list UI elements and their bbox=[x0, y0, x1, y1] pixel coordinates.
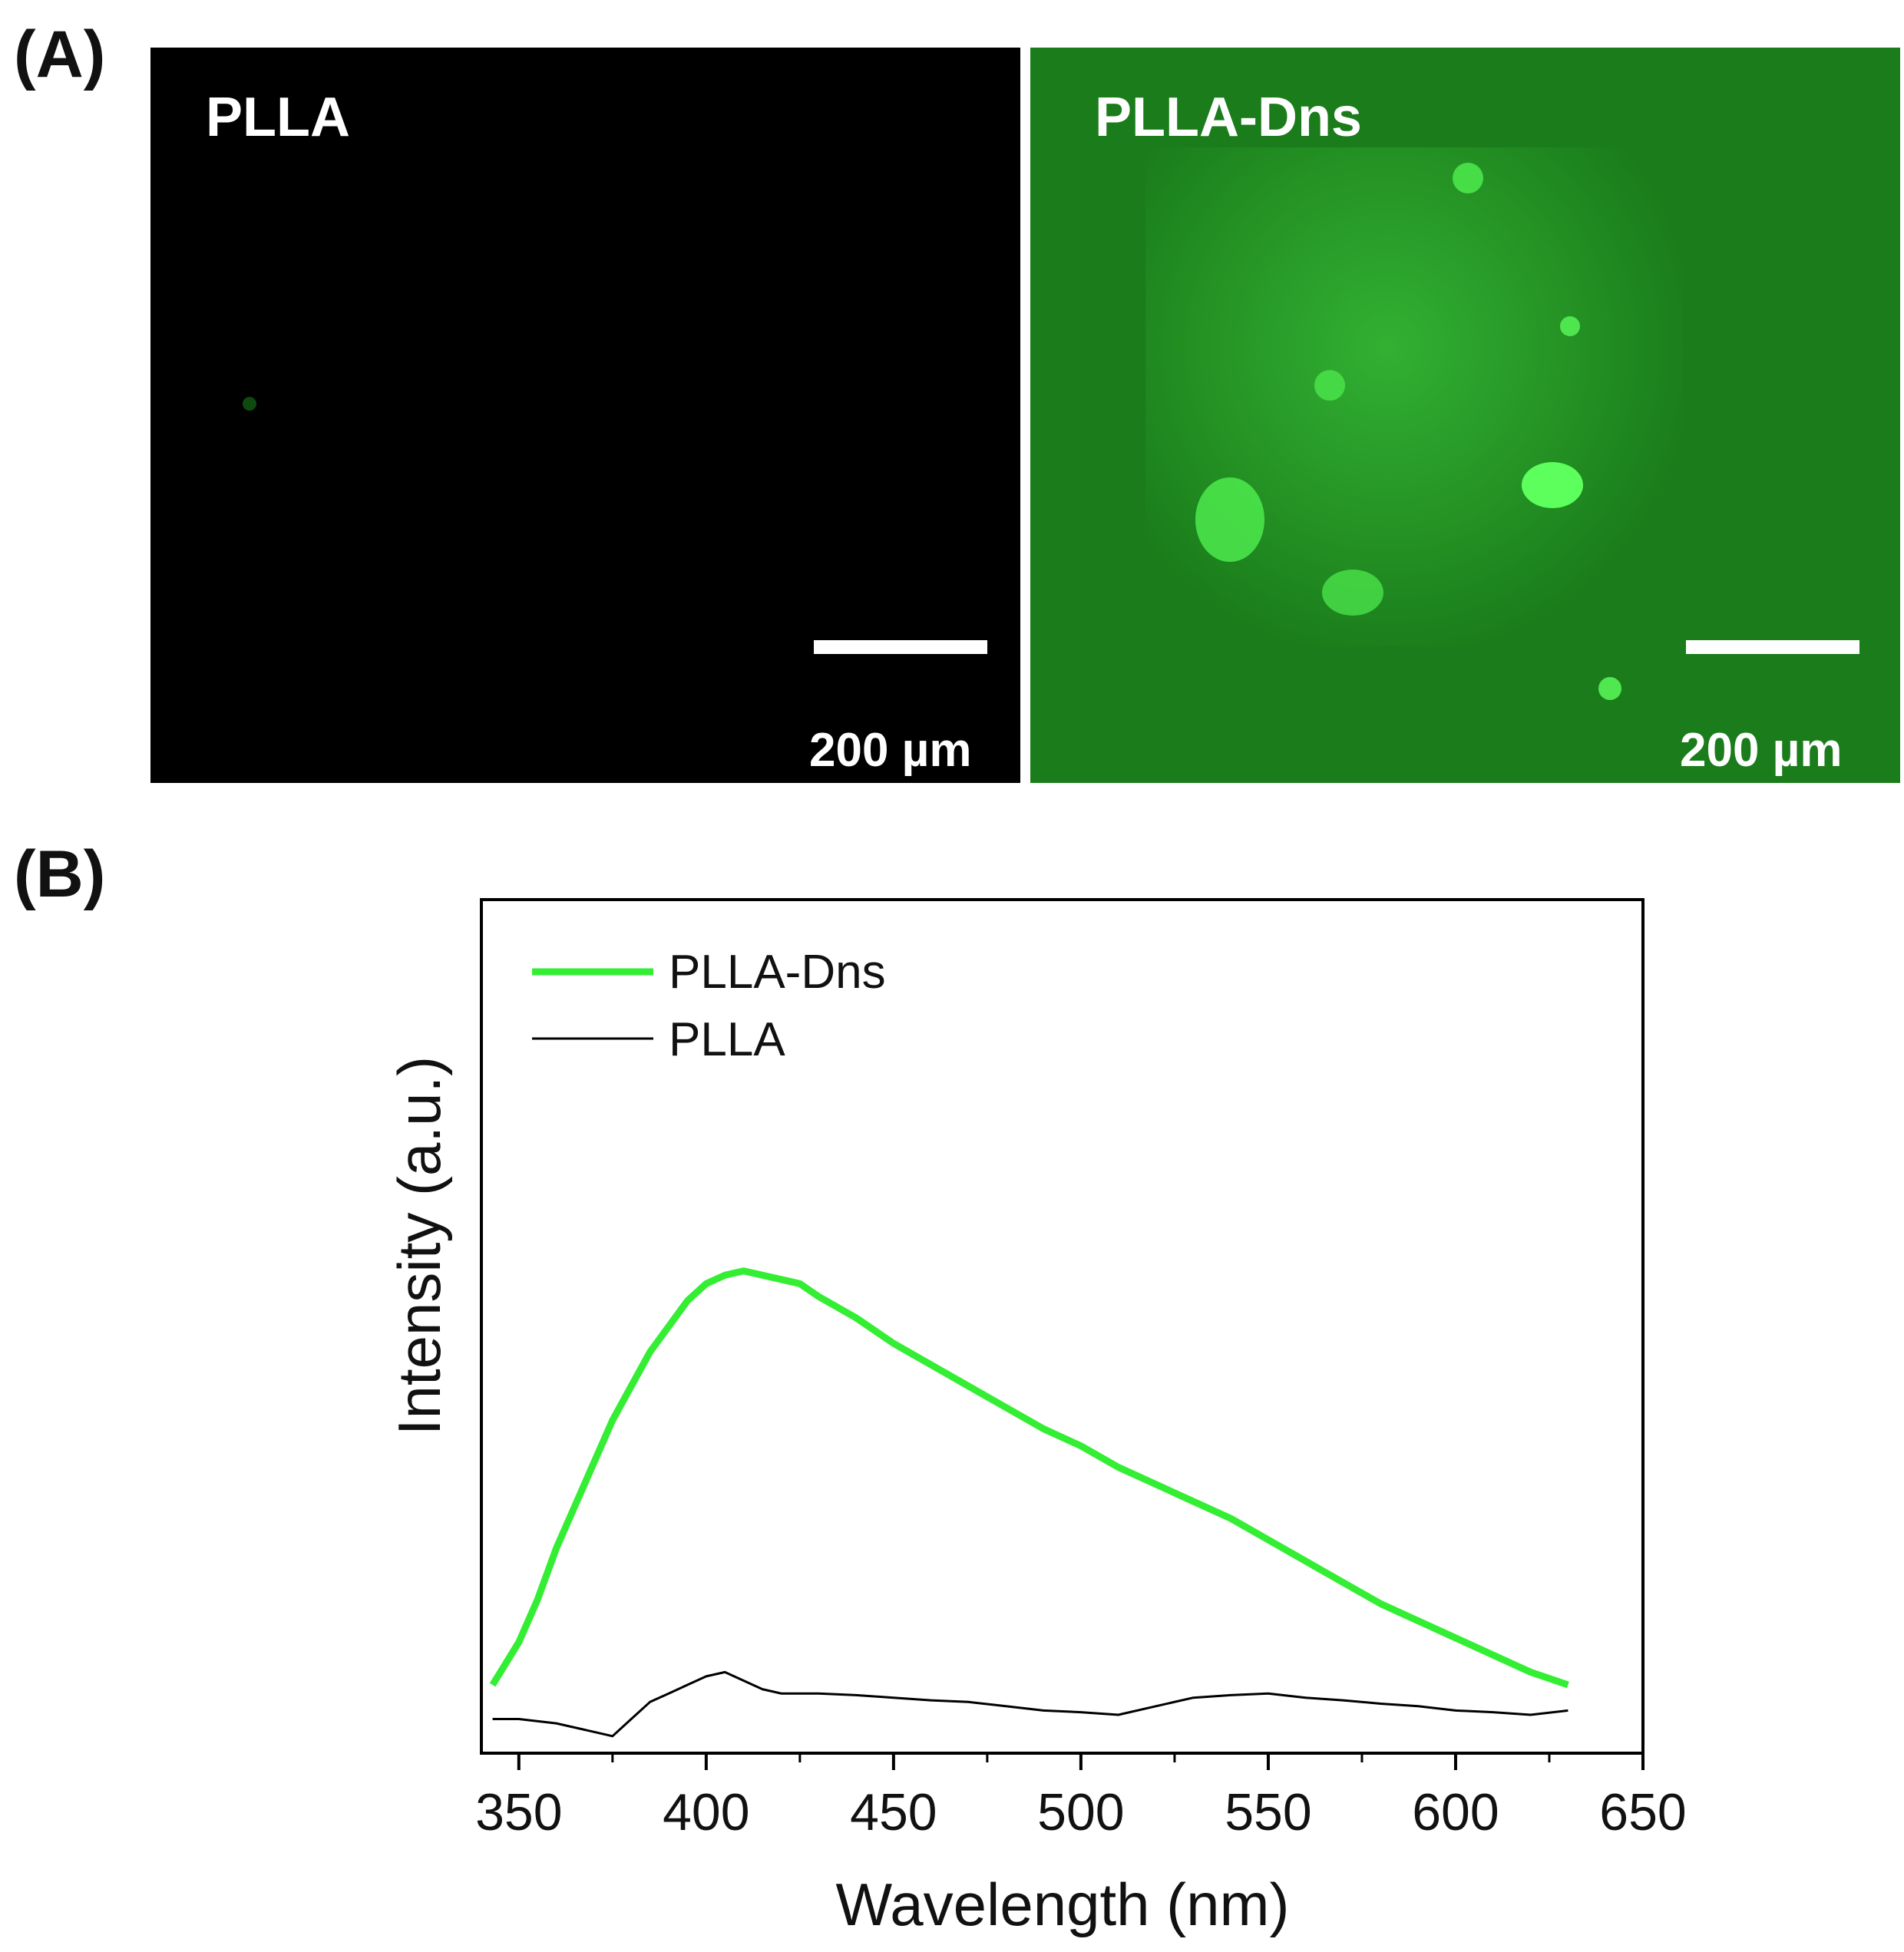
micrograph-label-plla-dns: PLLA-Dns bbox=[1095, 87, 1362, 148]
bright-spot bbox=[1598, 677, 1621, 700]
x-tick-label: 350 bbox=[475, 1783, 562, 1841]
legend-label-plla: PLLA bbox=[669, 1013, 785, 1066]
scale-bar bbox=[814, 640, 987, 654]
x-axis-ticks: 350 400 450 500 550 600 650 bbox=[475, 1753, 1687, 1841]
scale-bar-text: 200 µm bbox=[809, 724, 972, 777]
bright-spot bbox=[1522, 462, 1583, 508]
bright-spot bbox=[1314, 370, 1345, 401]
scale-bar bbox=[1686, 640, 1859, 654]
series-layer bbox=[489, 1267, 1569, 1738]
micrograph-plla: PLLA 200 µm bbox=[150, 48, 1020, 783]
x-axis-label: Wavelength (nm) bbox=[836, 1871, 1290, 1938]
legend: PLLA-Dns PLLA bbox=[532, 946, 886, 1066]
y-axis-label: Intensity (a.u.) bbox=[385, 1056, 453, 1435]
plot-frame bbox=[480, 898, 1645, 1755]
series-line-plla-dns bbox=[489, 1267, 1569, 1689]
x-tick-label: 450 bbox=[850, 1783, 937, 1841]
bright-spot bbox=[1453, 163, 1483, 193]
x-tick-label: 650 bbox=[1599, 1783, 1686, 1841]
scale-bar-text: 200 µm bbox=[1680, 724, 1843, 777]
micrograph-plla-dns: PLLA-Dns 200 µm bbox=[1030, 48, 1900, 783]
x-tick-label: 400 bbox=[663, 1783, 749, 1841]
x-tick-label: 500 bbox=[1037, 1783, 1124, 1841]
x-tick-label: 550 bbox=[1225, 1783, 1311, 1841]
legend-label-plla-dns: PLLA-Dns bbox=[669, 946, 886, 999]
bright-spot bbox=[1560, 316, 1580, 336]
fluorescence-region bbox=[1145, 147, 1683, 646]
micrograph-label-plla: PLLA bbox=[206, 87, 350, 148]
x-tick-label: 600 bbox=[1412, 1783, 1499, 1841]
speck bbox=[243, 397, 256, 411]
series-line-plla bbox=[492, 1670, 1568, 1738]
bright-spot bbox=[1322, 570, 1383, 616]
panel-a-label: (A) bbox=[14, 18, 106, 91]
panel-b-label: (B) bbox=[14, 837, 106, 911]
bright-spot bbox=[1195, 477, 1264, 562]
